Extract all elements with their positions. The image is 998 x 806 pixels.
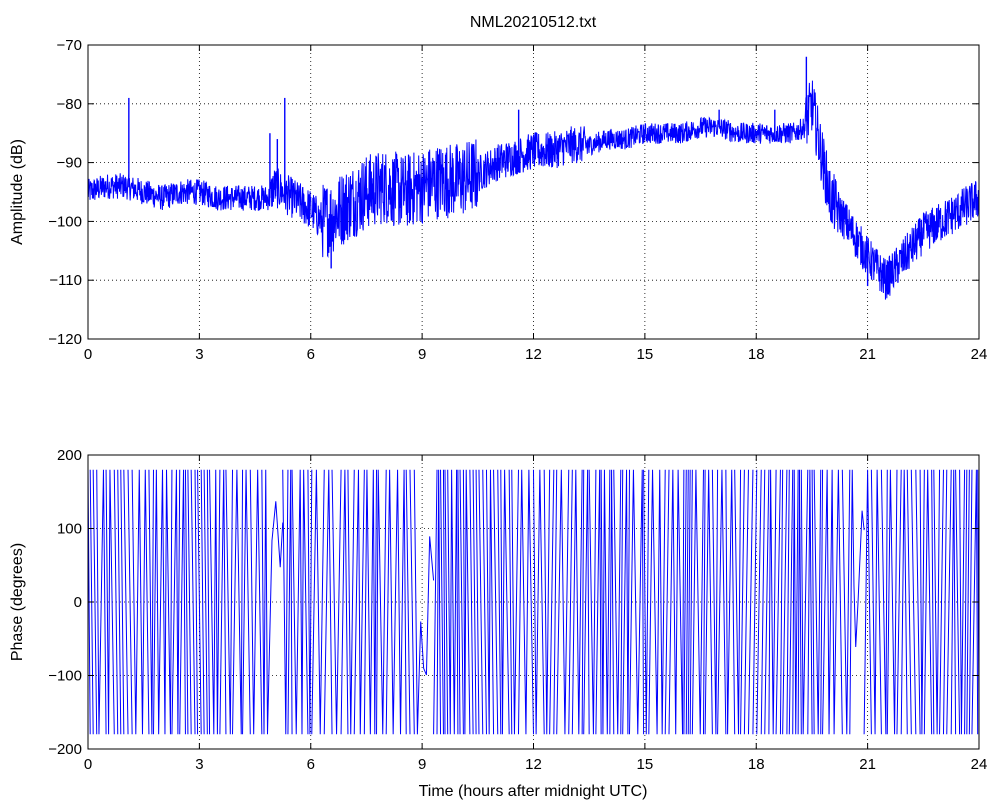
y-tick-label: −110 [49, 272, 82, 289]
y-tick-label: 0 [74, 594, 82, 611]
amplitude-series [88, 56, 979, 300]
x-tick-label: 9 [418, 346, 426, 363]
y-tick-label: −70 [57, 37, 82, 54]
x-tick-label: 18 [748, 346, 765, 363]
phase-ylabel: Phase (degrees) [9, 543, 26, 661]
x-tick-label: 15 [637, 346, 654, 363]
x-tick-label: 6 [307, 346, 315, 363]
phase-panel: 0 3 6 9 12 15 18 21 24 −200 −100 0 100 200 Phase (deg… [9, 447, 987, 800]
amplitude-ticks: 0 3 6 9 12 15 18 21 24 −120 −110 −100 −90 −80 −70 [48, 37, 987, 363]
y-tick-label: −200 [48, 741, 82, 758]
phase-ticks: 0 3 6 9 12 15 18 21 24 −200 −100 0 100 200 [48, 447, 987, 773]
x-tick-label: 24 [971, 346, 988, 363]
x-tick-label: 15 [637, 756, 654, 773]
x-tick-label: 12 [525, 346, 542, 363]
y-tick-label: 200 [57, 447, 82, 464]
y-tick-label: 100 [57, 521, 82, 538]
x-tick-label: 12 [525, 756, 542, 773]
x-tick-label: 6 [307, 756, 315, 773]
amplitude-grid [88, 45, 979, 339]
x-tick-label: 21 [859, 346, 876, 363]
x-tick-label: 18 [748, 756, 765, 773]
chart-title: NML20210512.txt [470, 14, 597, 31]
x-tick-label: 21 [859, 756, 876, 773]
y-tick-label: −120 [48, 331, 82, 348]
x-tick-label: 24 [971, 756, 988, 773]
amplitude-line [88, 80, 979, 300]
y-tick-label: −90 [57, 155, 82, 172]
amplitude-ylabel: Amplitude (dB) [9, 139, 26, 245]
x-tick-label: 3 [195, 346, 203, 363]
y-tick-label: −100 [48, 213, 82, 230]
y-tick-label: −100 [48, 668, 82, 685]
x-tick-label: 3 [195, 756, 203, 773]
x-tick-label: 0 [84, 346, 92, 363]
y-tick-label: −80 [57, 96, 82, 113]
x-tick-label: 9 [418, 756, 426, 773]
phase-xlabel: Time (hours after midnight UTC) [419, 783, 648, 800]
x-tick-label: 0 [84, 756, 92, 773]
amplitude-panel: 0 3 6 9 12 15 18 21 24 −120 −110 −100 −90 −80 −70 Ampl… [9, 37, 987, 363]
